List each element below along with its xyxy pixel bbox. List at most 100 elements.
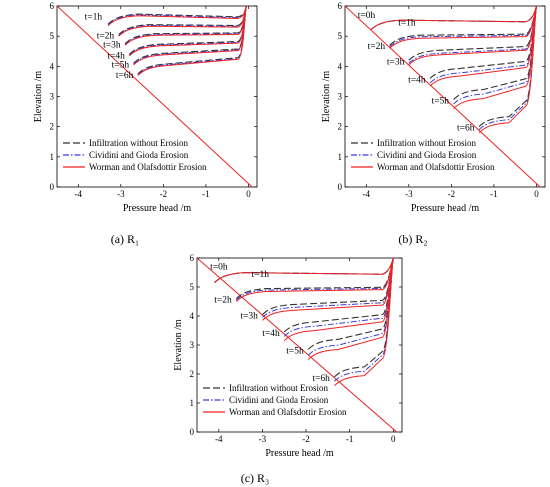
x-tick-label: -2 [448,189,456,199]
series-line [124,6,247,45]
y-tick-label: 5 [50,31,55,41]
y-axis-label: Elevation /m [33,71,44,123]
x-tick-label: -1 [346,434,354,444]
time-annotation: t=5h [112,60,130,70]
time-annotation: t=4h [107,51,125,61]
series-line [478,6,537,131]
series-line [107,6,247,25]
time-annotation: t=5h [286,346,304,356]
x-tick-label: -3 [405,189,413,199]
legend-entry: Cividini and Gioda Erosion [229,395,329,405]
legend-entry: Infiltration without Erosion [89,138,188,148]
plot-frame [196,257,403,433]
plot-area [197,258,398,432]
legend-entry: Worman and Olafsdottir Erosion [229,407,347,417]
y-tick-label: 5 [338,31,343,41]
time-annotation: t=6h [457,124,475,134]
series-line [389,6,537,48]
x-axis-label: Pressure head /m [265,448,334,459]
time-annotation: t=6h [116,71,134,81]
x-axis-label: Pressure head /m [123,203,192,214]
legend-entry: Cividini and Gioda Erosion [89,150,189,160]
y-tick-label: 1 [50,152,55,162]
y-tick-label: 0 [50,182,55,192]
series-line [408,6,538,61]
series-line [283,258,394,333]
y-tick-label: 2 [190,369,195,379]
y-tick-label: 6 [50,1,55,11]
x-tick-label: 0 [391,434,396,444]
series-line [370,6,538,31]
panel-caption: (b) R₂ [398,232,427,246]
time-annotation: t=3h [240,312,258,322]
y-tick-label: 3 [190,340,195,350]
legend-entry: Infiltration without Erosion [229,383,328,393]
series-line [370,6,537,31]
series-line [118,6,247,36]
time-annotation: t=2h [214,296,232,306]
time-annotation: t=5h [432,97,450,107]
time-annotation: t=0h [358,11,376,21]
y-tick-label: 4 [190,311,195,321]
legend-entry: Cividini and Gioda Erosion [377,150,477,160]
y-tick-label: 5 [190,282,195,292]
x-tick-label: -2 [302,434,310,444]
series-line [128,6,247,57]
series-line [370,6,537,31]
initial-condition-line [57,6,253,187]
series-line [478,6,538,128]
time-annotation: t=2h [368,42,386,52]
time-annotation: t=2h [97,32,115,42]
series-line [137,6,247,76]
series-line [334,258,394,386]
x-tick-label: -4 [215,434,223,444]
y-tick-label: 6 [338,1,343,11]
series-line [429,6,538,79]
y-tick-label: 1 [190,398,195,408]
series-line [389,6,538,46]
time-annotation: t=1h [85,13,103,23]
y-axis-label: Elevation /m [173,319,184,371]
y-tick-label: 2 [50,122,55,132]
y-tick-label: 2 [338,122,343,132]
time-annotation: t=1h [252,270,270,280]
panel-caption: (a) R₁ [111,232,140,246]
x-tick-label: -4 [363,189,371,199]
chart-panel-2: -4 -3 -2 -1 0 0 1 2 3 4 5 6 Pressure head /m Elevatio… [321,1,546,246]
chart-panel-1: -4 -3 -2 -1 0 0 1 2 3 4 5 6 Pressure head /m Elevatio… [33,1,258,246]
panel-caption: (c) R₃ [241,471,270,485]
series-line [334,258,394,378]
series-line [214,258,394,284]
x-tick-label: 0 [534,189,539,199]
series-line [118,6,247,36]
time-annotation: t=1h [398,19,416,29]
x-axis-label: Pressure head /m [411,203,480,214]
y-tick-label: 4 [50,61,55,71]
y-tick-label: 0 [190,427,195,437]
time-annotation: t=4h [408,75,426,85]
y-axis-label: Elevation /m [321,71,332,123]
series-line [453,6,538,100]
legend-entry: Worman and Olafsdottir Erosion [89,162,207,172]
y-tick-label: 3 [338,92,343,102]
series-line [478,6,537,134]
y-tick-label: 6 [190,253,195,263]
series-line [214,258,394,284]
x-tick-label: -3 [259,434,267,444]
initial-condition-line [345,6,541,187]
series-line [235,258,394,301]
chart-panel-3: -4 -3 -2 -1 0 0 1 2 3 4 5 6 Pressure head /m Elevatio… [173,253,403,485]
plot-area [345,6,541,187]
series-line [429,6,537,87]
time-annotation: t=3h [103,41,121,51]
time-annotation: t=6h [312,374,330,384]
y-tick-label: 0 [338,182,343,192]
x-tick-label: -4 [75,189,83,199]
series-line [283,258,394,337]
y-tick-label: 4 [338,61,343,71]
initial-condition-line [197,258,398,432]
y-tick-label: 3 [50,92,55,102]
x-tick-label: 0 [246,189,251,199]
time-annotation: t=0h [210,263,228,273]
x-tick-label: -1 [202,189,210,199]
